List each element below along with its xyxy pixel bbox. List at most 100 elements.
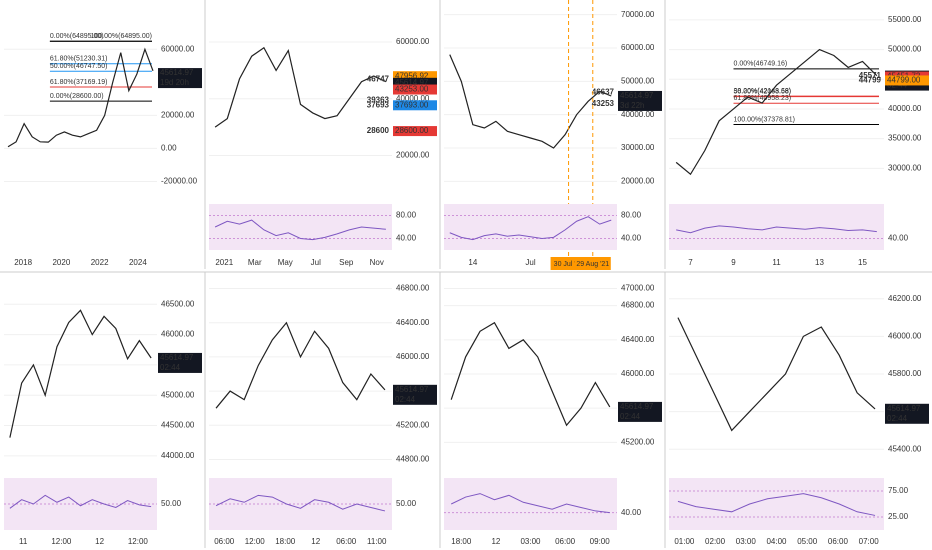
x-tick-label: 18:00 bbox=[275, 537, 296, 546]
y-tick-label: 45200.00 bbox=[621, 437, 655, 446]
y-tick-label: 46200.00 bbox=[888, 294, 922, 303]
x-tick-label: 04:00 bbox=[766, 537, 787, 546]
y-tick-label: 46800.00 bbox=[621, 301, 655, 310]
y-tick-label: 55000.00 bbox=[888, 15, 922, 24]
y-tick-label: 46500.00 bbox=[161, 299, 195, 308]
x-tick-label: 03:00 bbox=[520, 537, 541, 546]
rsi-tick-label: 50.00 bbox=[161, 499, 182, 508]
annotation: 28600 bbox=[367, 126, 390, 135]
price-tag bbox=[885, 75, 929, 86]
y-tick-label: 46000.00 bbox=[396, 352, 430, 361]
price-tag-sub: 02:44 bbox=[620, 412, 641, 421]
rsi-line bbox=[676, 225, 877, 234]
y-tick-label: 46000.00 bbox=[161, 330, 195, 339]
x-tick-label: 7 bbox=[688, 258, 693, 267]
y-tick-label: 45000.00 bbox=[161, 390, 195, 399]
price-tag-sub: 02:44 bbox=[395, 395, 416, 404]
price-tag-label: 45614.97 bbox=[620, 91, 654, 100]
y-tick-label: 50000.00 bbox=[621, 76, 655, 85]
price-line bbox=[214, 46, 387, 128]
x-tick-label: 14 bbox=[468, 258, 477, 267]
y-tick-label: 45400.00 bbox=[888, 444, 922, 453]
rsi-tick-label: 80.00 bbox=[621, 211, 642, 220]
y-tick-label: 44500.00 bbox=[161, 421, 195, 430]
y-tick-label: 40000.00 bbox=[396, 94, 430, 103]
y-tick-label: 30000.00 bbox=[621, 143, 655, 152]
price-tag bbox=[885, 403, 929, 424]
fib-label: 0.00%(28600.00) bbox=[50, 93, 104, 100]
y-tick-label: 60000.00 bbox=[621, 43, 655, 52]
price-tag bbox=[393, 71, 437, 82]
x-tick-label: 03:00 bbox=[736, 537, 757, 546]
x-tick-label: 2020 bbox=[52, 258, 70, 267]
rsi-line bbox=[450, 493, 610, 514]
x-tick-label: 11:00 bbox=[367, 537, 387, 546]
x-tick-label: 12:00 bbox=[51, 537, 72, 546]
y-tick-label: 46400.00 bbox=[621, 335, 655, 344]
price-line bbox=[675, 48, 878, 176]
x-tick-label: May bbox=[278, 258, 293, 267]
rsi-tick-label: 25.00 bbox=[888, 512, 909, 521]
x-tick-label: 12:00 bbox=[128, 537, 149, 546]
fib-label: 0.00%(46749.16) bbox=[734, 61, 788, 68]
price-tag bbox=[393, 100, 437, 111]
x-tick-label: Sep bbox=[339, 258, 354, 267]
annotation: 44799 bbox=[859, 76, 882, 85]
y-tick-label: 45800.00 bbox=[888, 369, 922, 378]
rsi-tick-label: 40.00 bbox=[396, 234, 417, 243]
date-label: 29 Aug '21 bbox=[576, 261, 609, 268]
y-tick-label: 20000.00 bbox=[621, 176, 655, 185]
price-tag bbox=[158, 352, 202, 373]
x-tick-label: 2018 bbox=[14, 258, 32, 267]
price-tag bbox=[158, 68, 202, 89]
y-tick-label: 44800.00 bbox=[396, 455, 430, 464]
x-tick-label: Jul bbox=[525, 258, 535, 267]
annotation: 46747 bbox=[367, 75, 390, 84]
rsi-line bbox=[215, 494, 386, 512]
x-tick-label: Mar bbox=[248, 258, 262, 267]
price-tag bbox=[393, 384, 437, 405]
y-tick-label: 46800.00 bbox=[396, 284, 430, 293]
fib-label: 100.00%(37378.81) bbox=[734, 116, 796, 123]
fib-label: 50.00%(46747.50) bbox=[50, 63, 108, 70]
rsi-tick-label: 40.00 bbox=[888, 234, 909, 243]
y-tick-label: 46000.00 bbox=[888, 332, 922, 341]
annotation: 37693 bbox=[367, 100, 390, 109]
price-tag-label: 45614.97 bbox=[160, 68, 194, 77]
y-tick-label: 40000.00 bbox=[888, 104, 922, 113]
price-tag-sub: 3d 22h bbox=[620, 101, 644, 110]
x-tick-label: 01:00 bbox=[674, 537, 695, 546]
y-tick-label: 50000.00 bbox=[888, 45, 922, 54]
x-tick-label: 06:00 bbox=[214, 537, 235, 546]
price-line bbox=[450, 321, 611, 427]
rsi-tick-label: 40.00 bbox=[621, 508, 642, 517]
price-tag bbox=[618, 401, 662, 422]
fib-label: 100.00%(64895.00) bbox=[91, 33, 153, 40]
rsi-line bbox=[449, 216, 612, 241]
fib-label: 61.80%(40958.23) bbox=[734, 95, 792, 102]
y-tick-label: 45200.00 bbox=[396, 420, 430, 429]
y-tick-label: 47000.00 bbox=[621, 284, 655, 293]
price-tag-label: 45614.97 bbox=[160, 353, 194, 362]
price-tag-label: 47956.92 bbox=[395, 71, 429, 80]
x-tick-label: 12:00 bbox=[245, 537, 266, 546]
annotation: 46637 bbox=[592, 88, 615, 97]
price-tag-label: 37693.00 bbox=[395, 100, 429, 109]
y-tick-label: 44000.00 bbox=[161, 451, 195, 460]
price-tag bbox=[393, 126, 437, 137]
fib-label: 50.00%(42063.58) bbox=[734, 89, 792, 96]
fib-label: 38.20%(42148.68) bbox=[734, 88, 792, 95]
x-tick-label: 12 bbox=[311, 537, 320, 546]
y-tick-label: 30000.00 bbox=[888, 163, 922, 172]
price-tag-sub: 19d 20h bbox=[160, 78, 189, 87]
annotation: 43253 bbox=[592, 99, 615, 108]
price-line bbox=[215, 321, 386, 409]
fib-label: 61.80%(51230.31) bbox=[50, 56, 108, 63]
price-tag-label: 28600.00 bbox=[395, 126, 429, 135]
x-tick-label: 07:00 bbox=[859, 537, 880, 546]
fib-label: 61.80%(37169.19) bbox=[50, 79, 108, 86]
price-line bbox=[9, 309, 152, 438]
x-tick-label: 06:00 bbox=[828, 537, 849, 546]
y-tick-label: 60000.00 bbox=[161, 44, 195, 53]
price-tag-label: 45614.97 bbox=[620, 402, 654, 411]
